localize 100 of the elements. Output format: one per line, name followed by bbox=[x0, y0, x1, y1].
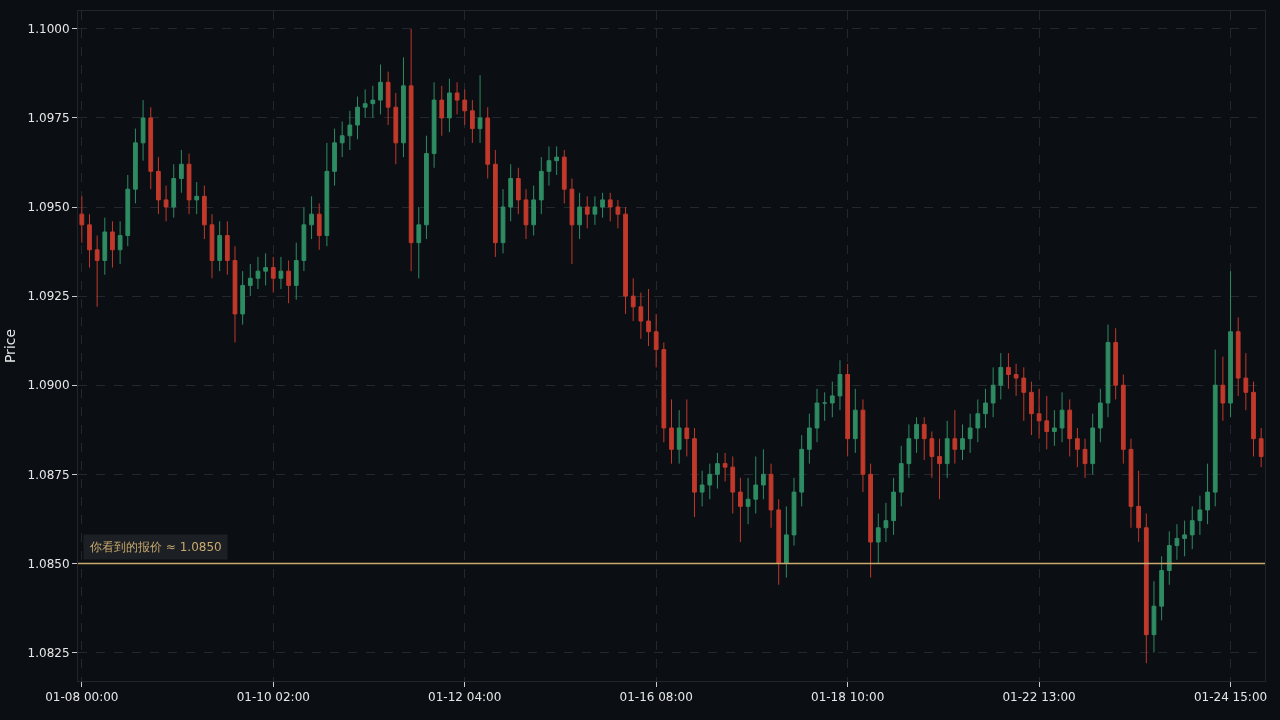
candlestick bbox=[592, 195, 598, 226]
candlestick bbox=[753, 455, 759, 514]
candlestick bbox=[776, 498, 782, 586]
candlestick bbox=[278, 256, 284, 290]
candlestick bbox=[1220, 356, 1226, 422]
candlestick bbox=[424, 135, 429, 240]
candlestick bbox=[148, 106, 154, 190]
candlestick bbox=[1097, 388, 1103, 443]
candlestick bbox=[730, 455, 736, 514]
candlestick bbox=[439, 85, 445, 137]
candlestick bbox=[584, 195, 590, 229]
x-tick-label: 01-08 00:00 bbox=[45, 690, 119, 705]
candlestick bbox=[1075, 427, 1080, 468]
candlestick bbox=[117, 220, 123, 265]
candlestick bbox=[339, 120, 345, 158]
candlestick bbox=[960, 423, 965, 461]
candlestick bbox=[638, 292, 644, 340]
candlestick bbox=[270, 256, 276, 294]
candlestick bbox=[738, 477, 743, 543]
candlestick bbox=[531, 185, 537, 237]
candlestick bbox=[975, 398, 981, 443]
candlestick bbox=[1205, 463, 1210, 525]
candlestick bbox=[224, 220, 230, 276]
candlestick bbox=[615, 199, 621, 229]
candlestick bbox=[79, 195, 85, 244]
candlestick bbox=[110, 220, 115, 269]
candlestick bbox=[768, 463, 774, 529]
candlestick bbox=[309, 195, 314, 240]
candlestick bbox=[891, 477, 896, 536]
candlestick bbox=[87, 213, 92, 269]
candlestick bbox=[822, 391, 828, 422]
candlestick bbox=[431, 81, 437, 169]
y-tick-label: 1.0825 bbox=[27, 645, 70, 660]
candlestick bbox=[1006, 352, 1011, 390]
candlestick bbox=[133, 128, 138, 204]
candlestick bbox=[929, 431, 935, 479]
candlestick bbox=[255, 256, 261, 290]
candlestick bbox=[408, 28, 414, 272]
candlestick bbox=[699, 470, 705, 507]
candlestick bbox=[1029, 381, 1034, 436]
candlestick bbox=[201, 185, 207, 240]
x-tick-label: 01-16 08:00 bbox=[619, 690, 693, 705]
y-tick-label: 1.0875 bbox=[27, 467, 70, 482]
candlestick bbox=[783, 505, 789, 579]
y-tick-label: 1.0900 bbox=[27, 378, 70, 393]
candlestick bbox=[293, 242, 299, 301]
candlestick bbox=[102, 217, 108, 276]
candlestick bbox=[883, 502, 889, 543]
candlestick bbox=[1113, 327, 1119, 400]
candlestick bbox=[814, 388, 820, 443]
candlestick bbox=[906, 423, 912, 479]
candlestick bbox=[600, 192, 605, 219]
candlestick bbox=[362, 88, 368, 119]
candlestick bbox=[569, 178, 575, 265]
candlestick bbox=[370, 85, 376, 119]
candlestick bbox=[715, 452, 720, 490]
y-tick-label: 1.1000 bbox=[27, 22, 70, 37]
x-tick-label: 01-18 10:00 bbox=[811, 690, 885, 705]
candlestick bbox=[577, 192, 582, 240]
candlestick bbox=[324, 142, 330, 247]
candlestick bbox=[240, 270, 246, 326]
candlestick bbox=[921, 416, 927, 461]
candlestick bbox=[1090, 413, 1096, 475]
candlestick bbox=[684, 398, 690, 457]
candlestick bbox=[1105, 324, 1111, 418]
candlestick bbox=[1243, 352, 1249, 411]
y-tick-label: 1.0850 bbox=[27, 556, 70, 571]
x-tick-label: 01-10 02:00 bbox=[236, 690, 310, 705]
candlestick bbox=[186, 153, 192, 215]
candlestick bbox=[944, 420, 950, 479]
candlestick bbox=[990, 366, 996, 418]
candlestick bbox=[1136, 470, 1142, 543]
y-axis-title: Price bbox=[2, 328, 19, 364]
candlestick bbox=[232, 245, 238, 343]
candlestick bbox=[852, 388, 858, 454]
candlestick bbox=[508, 163, 514, 222]
candlestick bbox=[1235, 316, 1241, 397]
candlestick bbox=[707, 463, 713, 500]
candlestick bbox=[983, 388, 988, 429]
candlestick bbox=[745, 477, 751, 525]
candlestick bbox=[1197, 495, 1203, 536]
candlestick bbox=[416, 206, 422, 279]
candlestick bbox=[263, 252, 268, 286]
candlestick bbox=[1059, 391, 1065, 443]
candlestick bbox=[1182, 520, 1187, 557]
candlestick bbox=[1258, 427, 1264, 468]
candlestick bbox=[500, 188, 506, 254]
x-tick-label: 01-12 04:00 bbox=[428, 690, 502, 705]
candlestick bbox=[1228, 270, 1233, 418]
candlestick bbox=[722, 452, 728, 482]
candlestick bbox=[179, 149, 184, 194]
candlestick bbox=[860, 398, 866, 493]
candlestick bbox=[1143, 513, 1149, 664]
candlestick bbox=[454, 81, 460, 115]
candlestick bbox=[646, 288, 651, 347]
candlestick bbox=[561, 149, 567, 204]
candlestick bbox=[316, 202, 322, 251]
candlestick bbox=[607, 192, 613, 222]
candlestick bbox=[829, 381, 835, 418]
candlestick bbox=[845, 363, 851, 457]
